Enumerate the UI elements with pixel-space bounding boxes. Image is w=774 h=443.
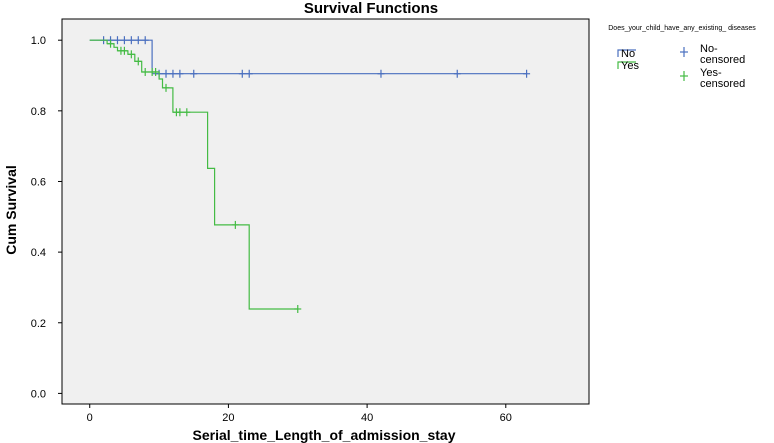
censor-mark-yes — [294, 304, 302, 313]
series-layer — [89, 36, 531, 313]
censor-mark-yes — [107, 39, 115, 48]
x-tick-label: 20 — [222, 412, 234, 424]
legend-entry-no-censored: No-censored — [680, 43, 745, 66]
legend-censor-swatch — [680, 47, 688, 57]
plot-background — [61, 18, 590, 405]
legend-step-swatch — [617, 61, 636, 69]
legend-entry-yes: Yes — [617, 60, 639, 72]
legend-label: Yes — [621, 60, 639, 72]
censor-mark-no — [134, 36, 142, 45]
legend-label: Yes-censored — [700, 67, 745, 90]
censor-mark-no — [453, 69, 461, 78]
y-tick-label: 1.0 — [31, 35, 46, 47]
censor-mark-yes — [162, 83, 170, 92]
legend-title: Does_your_child_have_any_existing_ disea… — [608, 25, 756, 32]
y-tick-label: 0.8 — [31, 106, 46, 118]
y-tick-label: 0.2 — [31, 318, 46, 330]
censor-mark-no — [190, 69, 198, 78]
legend-label: No — [621, 48, 635, 60]
censor-mark-no — [169, 69, 177, 78]
x-axis-title: Serial_time_Length_of_admission_stay — [193, 427, 456, 443]
censor-mark-no — [377, 69, 385, 78]
censor-mark-no — [245, 69, 253, 78]
legend-label: No-censored — [700, 43, 745, 66]
y-tick-label: 0.0 — [31, 388, 46, 400]
legend: Does_your_child_have_any_existing_ disea… — [608, 25, 756, 90]
censor-mark-yes — [141, 67, 149, 76]
censor-mark-yes — [134, 57, 142, 66]
y-axis: 0.0 0.2 0.4 0.6 0.8 1.0 — [31, 35, 62, 400]
censor-mark-no — [141, 36, 149, 45]
legend-step-swatch — [617, 49, 636, 57]
censor-mark-yes — [120, 46, 128, 55]
x-tick-label: 40 — [361, 412, 373, 424]
y-axis-title: Cum Survival — [3, 165, 19, 254]
x-tick-label: 0 — [87, 412, 93, 424]
censor-mark-no — [176, 69, 184, 78]
censor-mark-no — [120, 36, 128, 45]
censor-mark-yes — [152, 67, 160, 76]
censor-mark-no — [113, 36, 121, 45]
censor-mark-no — [523, 69, 531, 78]
y-tick-label: 0.6 — [31, 176, 46, 188]
legend-entry-yes-censored: Yes-censored — [680, 67, 745, 90]
censor-mark-no — [127, 36, 135, 45]
censor-mark-yes — [176, 108, 184, 117]
censor-mark-yes — [127, 50, 135, 59]
legend-entry-no: No — [617, 48, 636, 60]
censor-mark-yes — [183, 108, 191, 117]
x-tick-label: 60 — [500, 412, 512, 424]
censor-mark-yes — [231, 220, 239, 229]
x-axis: 0 20 40 60 — [87, 404, 512, 424]
chart-title: Survival Functions — [304, 0, 438, 17]
censor-mark-no — [162, 69, 170, 78]
censor-mark-no — [238, 69, 246, 78]
legend-censor-swatch — [680, 71, 688, 81]
y-tick-label: 0.4 — [31, 247, 46, 259]
